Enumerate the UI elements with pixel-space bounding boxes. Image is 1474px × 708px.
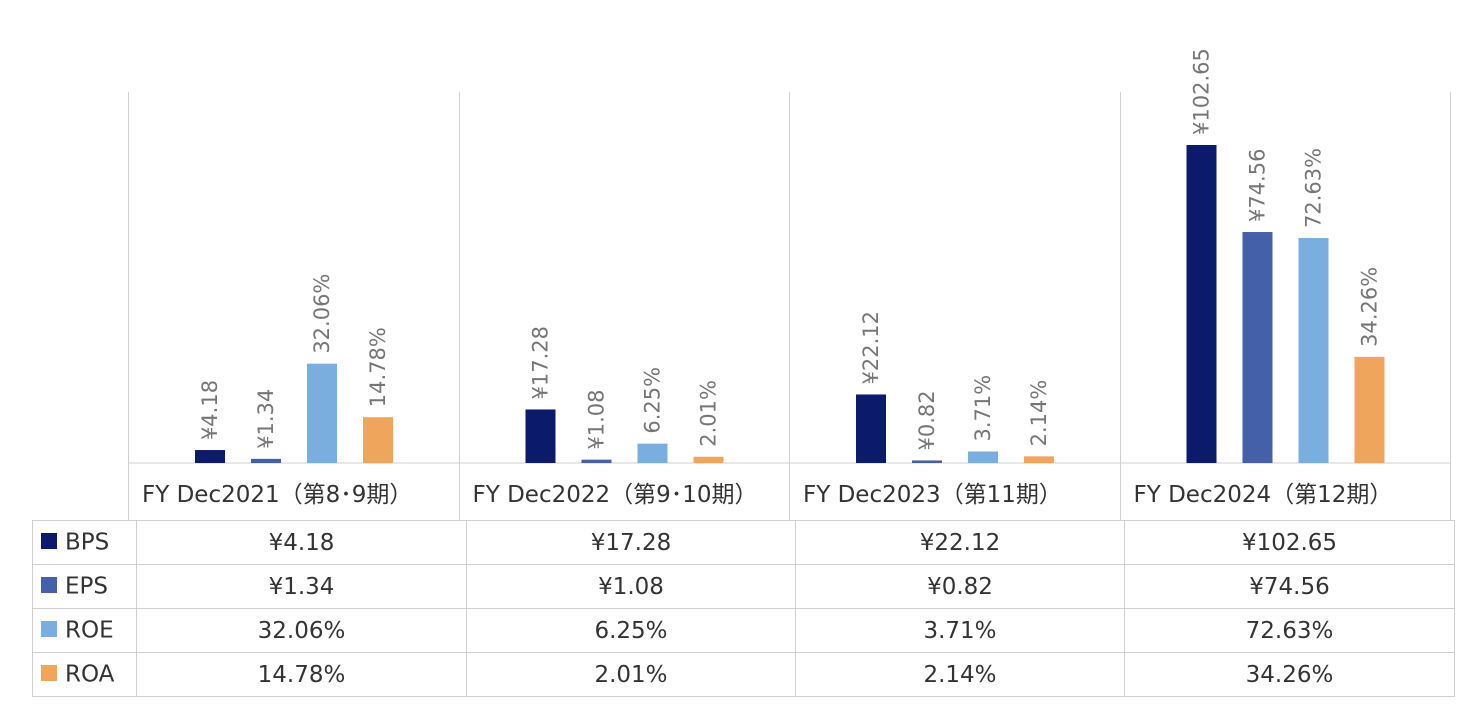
table-cell: ¥22.12 xyxy=(795,520,1125,565)
series-name: BPS xyxy=(65,529,110,556)
legend-key-cell: ROE xyxy=(32,608,137,653)
data-table: BPS ¥4.18 ¥17.28 ¥22.12 ¥102.65 EPS ¥1.34 ¥1.08… xyxy=(32,520,1455,697)
table-cell: ¥74.56 xyxy=(1124,564,1455,609)
legend-key-cell: EPS xyxy=(32,564,137,609)
data-label-roa: 34.26% xyxy=(1358,267,1382,347)
bar-roe xyxy=(1298,237,1329,463)
table-cell: ¥4.18 xyxy=(136,520,467,565)
bar-labels-group: ¥4.18 ¥1.34 32.06% 14.78% ¥17.28 ¥1.08 6.25% 2.… xyxy=(198,48,1382,450)
data-label-roa: 2.01% xyxy=(697,380,721,447)
bar-roa xyxy=(363,417,393,463)
data-label-roa: 14.78% xyxy=(366,327,390,407)
category-dividers xyxy=(128,92,1451,520)
table-cell: 6.25% xyxy=(466,608,796,653)
data-label-eps: ¥1.08 xyxy=(585,390,609,450)
bar-eps xyxy=(1242,232,1273,463)
legend-swatch xyxy=(41,620,57,637)
legend-swatch xyxy=(41,664,57,681)
bar-eps xyxy=(251,458,281,463)
data-label-roe: 3.71% xyxy=(971,375,995,442)
bar-roa xyxy=(693,456,724,463)
table-cell: 2.14% xyxy=(795,652,1125,697)
table-cell: 3.71% xyxy=(795,608,1125,653)
table-row: BPS ¥4.18 ¥17.28 ¥22.12 ¥102.65 xyxy=(32,520,1455,565)
bar-bps xyxy=(525,409,556,463)
legend-key-cell: BPS xyxy=(32,520,137,565)
bar-roa xyxy=(1354,356,1385,463)
bar-eps xyxy=(912,460,942,463)
category-label: FY Dec2024（第12期） xyxy=(1134,482,1393,508)
bar-eps xyxy=(581,459,612,463)
bar-bps xyxy=(856,394,886,463)
data-label-roe: 72.63% xyxy=(1302,148,1326,228)
table-cell: ¥1.34 xyxy=(136,564,467,609)
bar-chart: ¥4.18 ¥1.34 32.06% 14.78% ¥17.28 ¥1.08 6.25% 2.… xyxy=(128,48,1451,520)
table-row: EPS ¥1.34 ¥1.08 ¥0.82 ¥74.56 xyxy=(32,564,1455,609)
table-cell: 2.01% xyxy=(466,652,796,697)
table-cell: 32.06% xyxy=(136,608,467,653)
bar-roe xyxy=(968,451,998,463)
table-row: ROA 14.78% 2.01% 2.14% 34.26% xyxy=(32,652,1455,697)
data-label-bps: ¥102.65 xyxy=(1190,48,1214,135)
data-label-eps: ¥1.34 xyxy=(254,389,278,449)
data-label-eps: ¥0.82 xyxy=(915,390,939,450)
data-label-bps: ¥4.18 xyxy=(198,380,222,440)
legend-key-cell: ROA xyxy=(32,652,137,697)
table-row: ROE 32.06% 6.25% 3.71% 72.63% xyxy=(32,608,1455,653)
table-cell: 72.63% xyxy=(1124,608,1455,653)
data-label-eps: ¥74.56 xyxy=(1246,149,1270,222)
bar-roa xyxy=(1024,456,1054,463)
table-cell: 34.26% xyxy=(1124,652,1455,697)
category-label: FY Dec2022（第9･10期） xyxy=(473,482,758,508)
bar-roe xyxy=(637,443,668,463)
bar-bps xyxy=(1186,145,1217,463)
category-label: FY Dec2021（第8･9期） xyxy=(142,482,412,508)
table-cell: 14.78% xyxy=(136,652,467,697)
data-label-bps: ¥17.28 xyxy=(529,326,553,399)
category-label: FY Dec2023（第11期） xyxy=(803,482,1062,508)
table-cell: ¥0.82 xyxy=(795,564,1125,609)
series-name: ROE xyxy=(65,617,114,644)
table-cell: ¥17.28 xyxy=(466,520,796,565)
data-label-roe: 32.06% xyxy=(310,274,334,354)
legend-swatch xyxy=(41,532,57,549)
bar-bps xyxy=(195,450,225,463)
series-name: ROA xyxy=(65,661,115,688)
series-name: EPS xyxy=(65,573,109,600)
data-label-roa: 2.14% xyxy=(1027,380,1051,447)
legend-swatch xyxy=(41,576,57,593)
bar-roe xyxy=(307,363,337,463)
table-cell: ¥102.65 xyxy=(1124,520,1455,565)
bars-group xyxy=(195,145,1385,463)
data-label-bps: ¥22.12 xyxy=(859,311,883,384)
category-labels-group: FY Dec2021（第8･9期） FY Dec2022（第9･10期） FY De… xyxy=(142,482,1392,508)
data-label-roe: 6.25% xyxy=(641,367,665,434)
table-cell: ¥1.08 xyxy=(466,564,796,609)
